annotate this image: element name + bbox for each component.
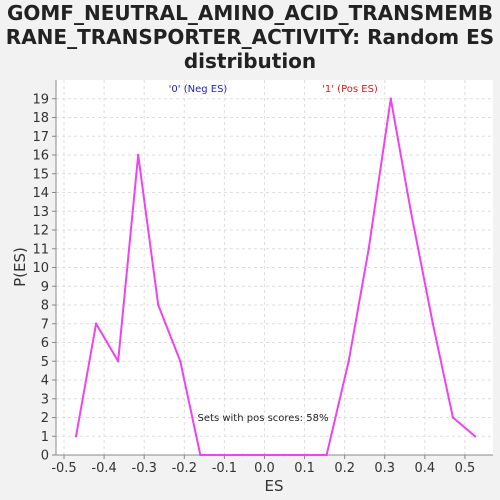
data-point bbox=[347, 360, 350, 363]
y-tick-label: 5 bbox=[41, 355, 49, 370]
x-tick-label: 0.2 bbox=[334, 461, 355, 476]
x-axis-title: ES bbox=[265, 477, 284, 495]
y-tick-label: 12 bbox=[32, 224, 49, 239]
chart-title-line-1: GOMF_NEUTRAL_AMINO_ACID_TRANSMEMB bbox=[7, 1, 493, 25]
y-tick-label: 18 bbox=[32, 111, 49, 126]
x-tick-label: 0.1 bbox=[294, 461, 315, 476]
legend-neg-es: '0' (Neg ES) bbox=[169, 84, 228, 95]
data-point bbox=[409, 210, 413, 213]
y-tick-label: 8 bbox=[41, 299, 49, 314]
y-tick-label: 4 bbox=[41, 374, 49, 389]
data-point bbox=[367, 247, 370, 250]
x-tick-label: 0.4 bbox=[415, 461, 436, 476]
y-tick-label: 17 bbox=[32, 130, 49, 145]
x-tick-label: -0.3 bbox=[132, 461, 157, 476]
y-tick-label: 13 bbox=[32, 205, 49, 220]
data-point bbox=[389, 97, 392, 100]
x-tick-label: 0.0 bbox=[254, 461, 275, 476]
x-tick-label: 0.3 bbox=[374, 461, 395, 476]
x-tick-label: -0.4 bbox=[91, 461, 116, 476]
data-point bbox=[305, 453, 308, 457]
data-point bbox=[241, 453, 244, 457]
y-tick-label: 6 bbox=[41, 336, 49, 351]
data-point bbox=[179, 360, 182, 363]
y-tick-label: 19 bbox=[32, 92, 49, 107]
y-tick-label: 15 bbox=[32, 167, 49, 182]
data-point bbox=[74, 435, 78, 438]
data-point bbox=[136, 153, 140, 157]
y-tick-label: 2 bbox=[41, 411, 49, 426]
data-point bbox=[219, 453, 222, 457]
series-line-0 bbox=[75, 97, 476, 456]
y-tick-label: 14 bbox=[32, 186, 49, 201]
y-tick-label: 1 bbox=[41, 430, 49, 445]
data-point bbox=[199, 453, 202, 457]
data-point bbox=[283, 453, 286, 457]
legend-pos-es: '1' (Pos ES) bbox=[322, 84, 378, 95]
y-tick-label: 11 bbox=[32, 242, 49, 257]
y-tick-label: 10 bbox=[32, 261, 49, 276]
data-point bbox=[325, 453, 328, 457]
x-tick-label: -0.1 bbox=[212, 461, 237, 476]
series-layer bbox=[74, 97, 477, 457]
data-point bbox=[116, 360, 120, 363]
data-point bbox=[473, 435, 477, 438]
x-tick-label: -0.5 bbox=[51, 461, 76, 476]
data-point bbox=[431, 322, 435, 325]
y-tick-label: 9 bbox=[41, 280, 49, 295]
y-tick-label: 3 bbox=[41, 392, 49, 407]
data-point bbox=[94, 322, 98, 325]
x-tick-label: -0.2 bbox=[172, 461, 197, 476]
data-point bbox=[263, 453, 266, 457]
y-tick-label: 16 bbox=[32, 149, 49, 164]
chart-title-line-3: distribution bbox=[184, 49, 316, 73]
y-tick-label: 0 bbox=[41, 449, 49, 464]
chart-title-line-2: RANE_TRANSPORTER_ACTIVITY: Random ES bbox=[6, 25, 494, 49]
y-tick-label: 7 bbox=[41, 317, 49, 332]
x-tick-label: 0.5 bbox=[455, 461, 476, 476]
pos-score-annotation: Sets with pos scores: 58% bbox=[198, 413, 329, 424]
y-axis-title: P(ES) bbox=[11, 247, 29, 287]
data-point bbox=[157, 303, 160, 307]
data-point bbox=[451, 416, 455, 419]
